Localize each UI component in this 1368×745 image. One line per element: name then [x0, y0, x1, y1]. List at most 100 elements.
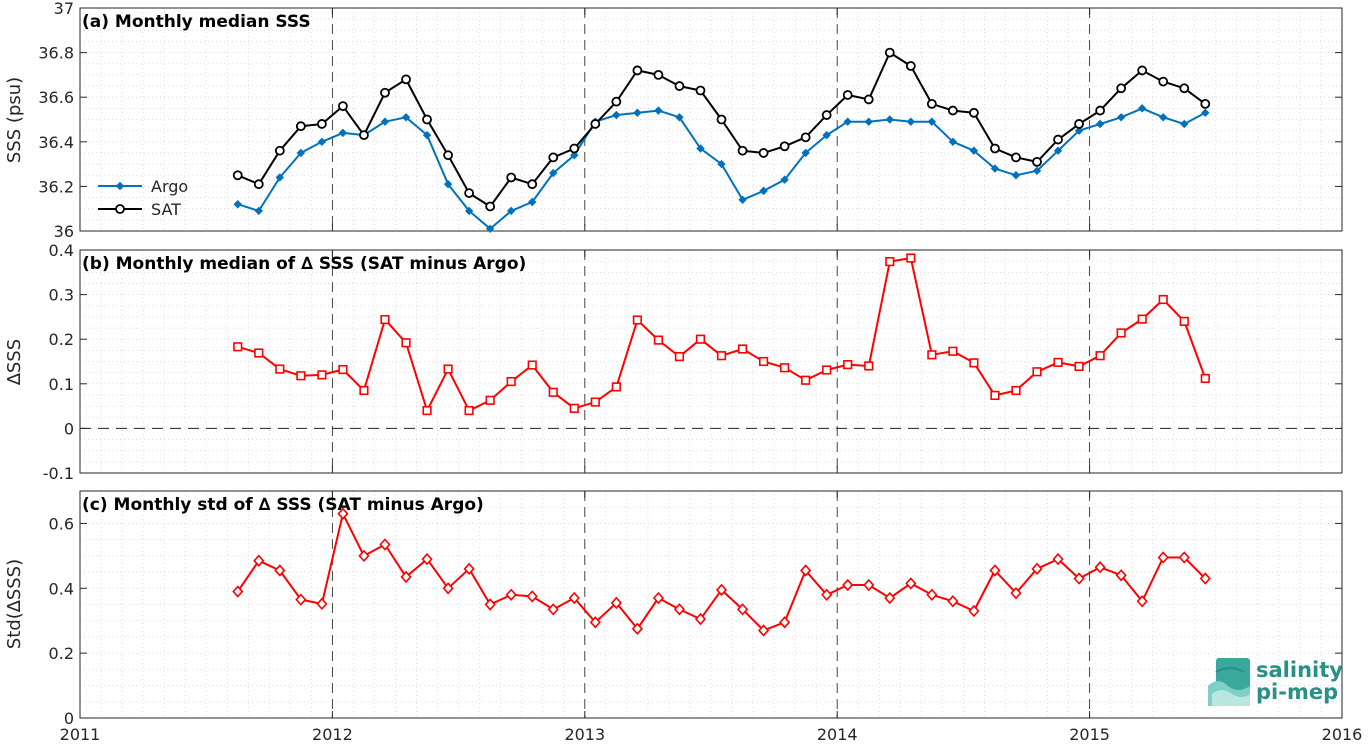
data-point — [569, 403, 579, 413]
data-point — [275, 364, 285, 374]
data-point — [716, 351, 727, 361]
data-point — [673, 603, 686, 616]
panel-title: (a) Monthly median SSS — [82, 12, 311, 32]
data-point — [254, 348, 264, 358]
data-point — [717, 159, 726, 169]
data-point — [927, 117, 937, 126]
data-point — [401, 113, 411, 122]
data-point — [653, 70, 664, 80]
data-point — [506, 172, 517, 183]
data-point — [464, 405, 474, 416]
data-point — [610, 596, 622, 610]
series-sat — [232, 47, 1211, 212]
data-point — [926, 588, 938, 601]
data-point — [779, 141, 790, 152]
data-point — [316, 597, 328, 611]
data-point — [1137, 65, 1148, 76]
data-point — [359, 130, 369, 141]
data-point — [779, 616, 791, 629]
data-point — [780, 175, 789, 184]
data-point — [947, 595, 959, 608]
data-point — [485, 224, 495, 233]
logo-line-1: salinity — [1256, 658, 1343, 682]
data-point — [1011, 385, 1021, 396]
data-point — [527, 179, 538, 190]
data-point — [1032, 156, 1042, 167]
data-point — [969, 107, 979, 118]
data-point — [674, 351, 685, 362]
data-point — [505, 588, 517, 601]
data-point — [1200, 98, 1211, 109]
legend: Argo SAT — [98, 177, 188, 219]
y-tick-label: 36.8 — [38, 44, 74, 63]
data-point — [759, 186, 768, 196]
y-tick-label: 0.2 — [49, 644, 74, 663]
data-point — [969, 358, 979, 368]
data-point — [926, 98, 937, 109]
data-point — [1201, 108, 1210, 118]
data-point — [463, 562, 475, 576]
data-point — [822, 365, 832, 375]
data-point — [485, 201, 496, 212]
data-point — [422, 405, 432, 416]
axes-frame — [79, 490, 1343, 719]
data-point — [296, 148, 306, 158]
y-tick-label: 0.1 — [49, 375, 74, 394]
data-point — [338, 101, 348, 112]
data-point — [968, 604, 980, 618]
data-point — [990, 143, 1000, 154]
series-delta-sss — [232, 507, 1211, 637]
data-point — [233, 200, 242, 209]
legend-label: Argo — [151, 177, 188, 196]
data-point — [800, 132, 811, 143]
data-point — [736, 603, 749, 616]
data-point — [612, 110, 621, 120]
data-point — [590, 397, 600, 407]
data-point — [631, 622, 643, 636]
data-point — [1095, 105, 1106, 116]
data-point — [484, 598, 496, 611]
series-line — [237, 51, 1206, 208]
x-tick-label: 2011 — [60, 725, 101, 744]
data-point — [380, 117, 390, 126]
data-point — [443, 150, 453, 161]
data-point — [652, 591, 664, 605]
data-point — [821, 588, 833, 601]
data-point — [1115, 569, 1127, 582]
y-tick-label: 36.2 — [38, 177, 74, 196]
data-point — [253, 554, 265, 567]
data-point — [485, 395, 495, 405]
data-point — [864, 117, 873, 126]
data-point — [716, 114, 727, 125]
data-point — [695, 334, 706, 344]
y-axis-label: SSS (psu) — [4, 77, 25, 163]
data-point — [738, 195, 747, 204]
data-point — [948, 137, 958, 147]
data-point — [274, 145, 285, 156]
legend-label: SAT — [151, 200, 181, 219]
data-point — [1116, 83, 1127, 94]
data-point — [1052, 552, 1064, 566]
data-point — [1199, 572, 1211, 585]
data-point — [1116, 113, 1126, 122]
data-point — [906, 117, 916, 126]
data-point — [1094, 561, 1106, 574]
data-point — [653, 335, 664, 345]
data-point — [842, 90, 853, 100]
data-point — [1011, 152, 1021, 163]
data-point — [506, 206, 516, 216]
data-point — [380, 87, 390, 98]
data-point — [715, 583, 728, 597]
y-tick-label: 37 — [54, 0, 74, 18]
y-tick-label: 36.6 — [38, 88, 74, 107]
data-point — [737, 344, 748, 354]
data-point — [443, 179, 453, 189]
x-tick-label: 2016 — [1322, 725, 1363, 744]
data-point — [927, 350, 937, 360]
data-point — [990, 164, 1000, 173]
data-point — [884, 591, 896, 605]
panel-b-median-delta-sss: -0.1 0 0.1 0.2 0.3 0.4 ∆SSS (b) Monthly median … — [4, 241, 1343, 483]
y-tick-label: 36.4 — [38, 133, 74, 152]
data-point — [1053, 357, 1063, 367]
grid — [80, 8, 1342, 231]
